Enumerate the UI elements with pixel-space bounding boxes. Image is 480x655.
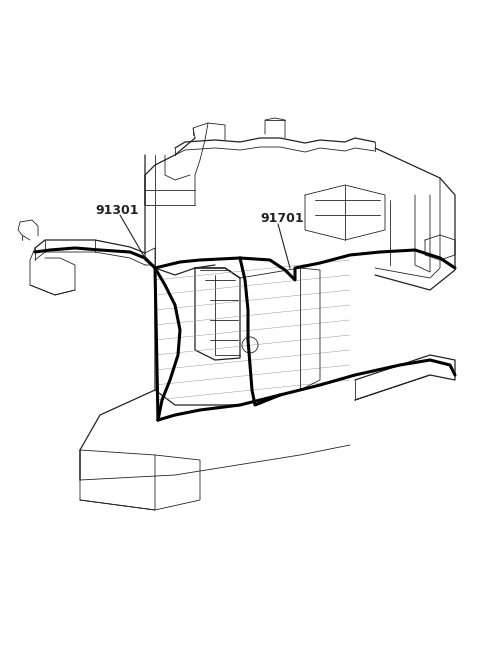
Text: 91301: 91301 — [95, 204, 139, 217]
Text: 91701: 91701 — [260, 212, 304, 225]
